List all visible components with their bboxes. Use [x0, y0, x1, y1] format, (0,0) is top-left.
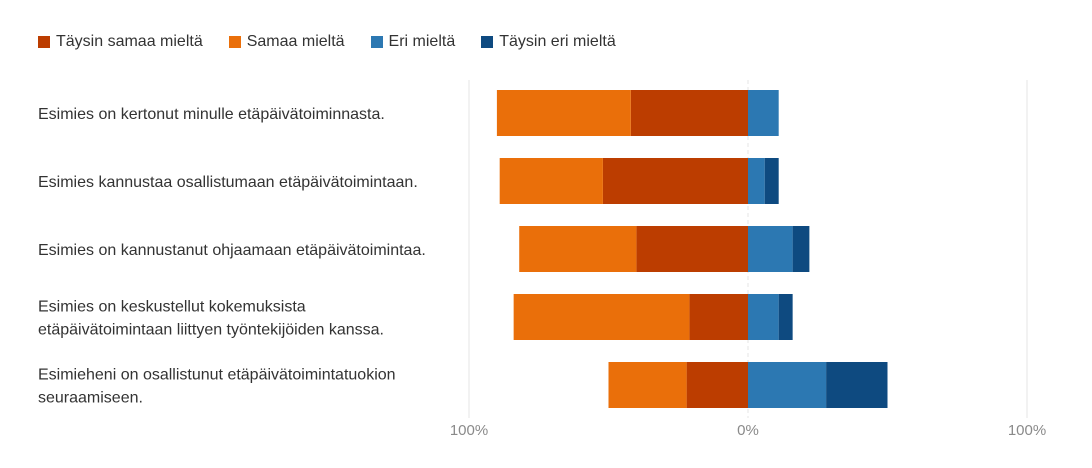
- tick-label-1: 0%: [737, 422, 759, 439]
- bar-r4-s0: [686, 362, 748, 408]
- bar-r4-s3: [826, 362, 888, 408]
- legend-swatch-1: [228, 36, 241, 48]
- category-label-line: Esimieheni on osallistunut etäpäivätoimi…: [38, 367, 396, 384]
- bar-r0-s1: [496, 90, 631, 136]
- legend-item-0: Täysin samaa mieltä: [38, 33, 203, 51]
- category-label-4: Esimieheni on osallistunut etäpäivätoimi…: [38, 367, 396, 407]
- bar-r2-s0: [636, 226, 748, 272]
- bar-r1-s2: [748, 158, 765, 204]
- bar-r3-s3: [778, 294, 793, 340]
- legend-swatch-0: [38, 36, 50, 48]
- category-label-line: Esimies on keskustellut kokemuksista: [38, 299, 306, 316]
- category-label-line: Esimies on kannustanut ohjaamaan etäpäiv…: [38, 242, 426, 259]
- category-label-line: Esimies kannustaa osallistumaan etäpäivä…: [38, 174, 418, 191]
- bar-r3-s2: [748, 294, 779, 340]
- bar-r4-s2: [748, 362, 827, 408]
- tick-label-0: 100%: [450, 422, 488, 439]
- legend-item-1: Samaa mieltä: [228, 33, 345, 51]
- category-label-line: etäpäivätoimintaan liittyen työntekijöid…: [38, 322, 384, 339]
- legend-item-3: Täysin eri mieltä: [481, 33, 616, 51]
- bar-r2-s2: [748, 226, 793, 272]
- bar-r1-s0: [602, 158, 748, 204]
- bar-r2-s1: [519, 226, 637, 272]
- legend-swatch-2: [370, 36, 383, 48]
- bar-r2-s3: [792, 226, 810, 272]
- category-label-0: Esimies on kertonut minulle etäpäivätoim…: [38, 106, 385, 123]
- bar-r1-s3: [764, 158, 779, 204]
- bar-r1-s1: [499, 158, 603, 204]
- legend-swatch-3: [481, 36, 494, 48]
- category-label-line: seuraamiseen.: [38, 390, 143, 407]
- legend-label-3: Täysin eri mieltä: [499, 33, 616, 50]
- bar-r0-s2: [748, 90, 779, 136]
- legend-label-1: Samaa mieltä: [246, 33, 345, 50]
- bar-r3-s0: [689, 294, 748, 340]
- category-label-1: Esimies kannustaa osallistumaan etäpäivä…: [38, 174, 418, 191]
- category-label-2: Esimies on kannustanut ohjaamaan etäpäiv…: [38, 242, 426, 259]
- legend-item-2: Eri mieltä: [370, 33, 456, 51]
- category-label-line: Esimies on kertonut minulle etäpäivätoim…: [38, 106, 385, 123]
- chart-legend: Täysin samaa mieltä Samaa mieltä Eri mielt…: [38, 31, 642, 53]
- bar-r3-s1: [513, 294, 690, 340]
- bar-r0-s0: [630, 90, 748, 136]
- legend-label-2: Eri mieltä: [388, 33, 456, 50]
- category-label-3: Esimies on keskustellut kokemuksista etäp…: [38, 299, 384, 339]
- bar-r4-s1: [608, 362, 687, 408]
- legend-label-0: Täysin samaa mieltä: [56, 33, 203, 50]
- tick-label-2: 100%: [1008, 422, 1046, 439]
